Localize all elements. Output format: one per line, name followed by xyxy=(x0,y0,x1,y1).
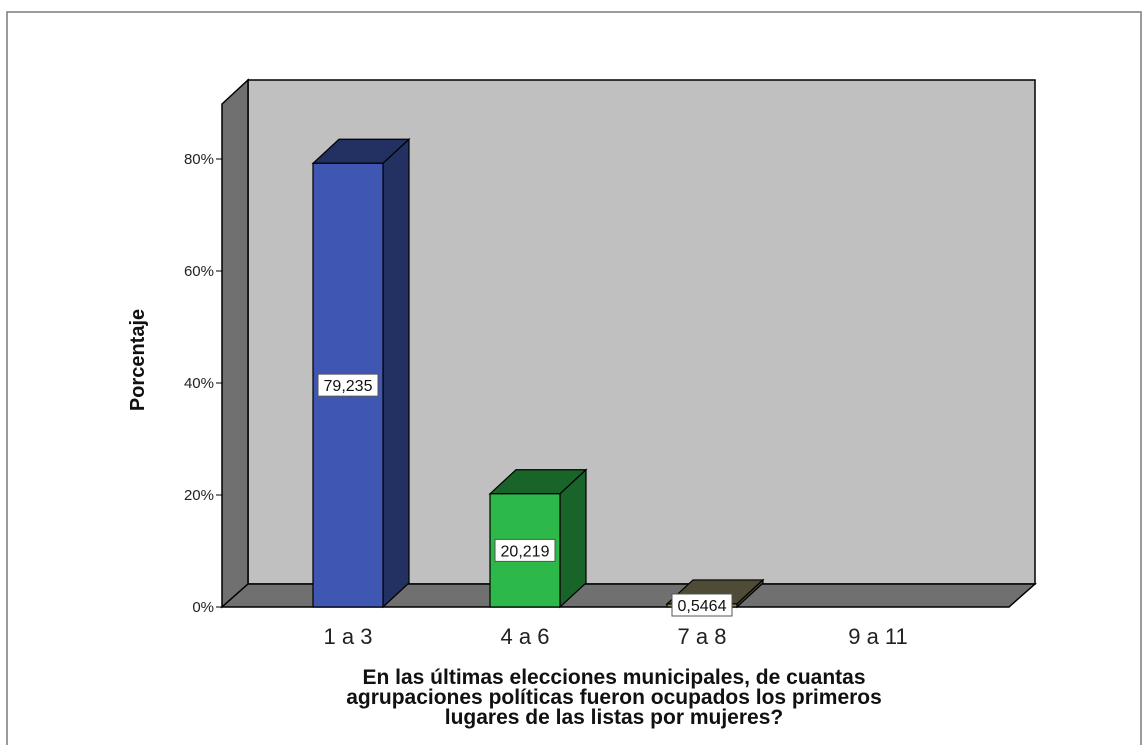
x-axis-label: En las últimas elecciones municipales, d… xyxy=(346,666,882,729)
data-label-box xyxy=(671,593,733,617)
data-label-text: 79,235 xyxy=(324,378,373,395)
bar-side-face xyxy=(382,137,410,609)
data-label-text: 20,219 xyxy=(501,543,550,560)
x-tick-label: 4 a 6 xyxy=(501,624,550,649)
x-tick-label: 9 a 11 xyxy=(848,624,908,649)
data-label: 79,235 xyxy=(317,373,379,397)
y-tick-label: 60% xyxy=(184,263,214,280)
x-tick-label: 1 a 3 xyxy=(324,624,373,649)
x-axis-label-line: lugares de las listas por mujeres? xyxy=(445,706,783,729)
data-label-box xyxy=(494,538,556,562)
y-tick-label: 40% xyxy=(184,375,214,392)
plot-side-wall xyxy=(221,78,249,609)
data-label: 20,219 xyxy=(494,538,556,562)
y-tick-label: 80% xyxy=(184,151,214,168)
x-tick-label: 7 a 8 xyxy=(678,624,727,649)
data-label-box xyxy=(317,373,379,397)
data-label-text: 0,5464 xyxy=(678,598,727,615)
y-tick-label: 0% xyxy=(192,599,214,616)
bar xyxy=(488,468,588,609)
data-label: 0,5464 xyxy=(671,593,733,617)
x-axis-label-line: En las últimas elecciones municipales, d… xyxy=(362,666,865,689)
bar-side-face xyxy=(559,468,587,609)
plot-floor xyxy=(220,583,1037,608)
y-tick-label: 20% xyxy=(184,487,214,504)
y-axis-label: Porcentaje xyxy=(127,309,149,411)
x-axis-label-line: agrupaciones políticas fueron ocupados l… xyxy=(346,686,882,709)
bar xyxy=(311,137,411,609)
